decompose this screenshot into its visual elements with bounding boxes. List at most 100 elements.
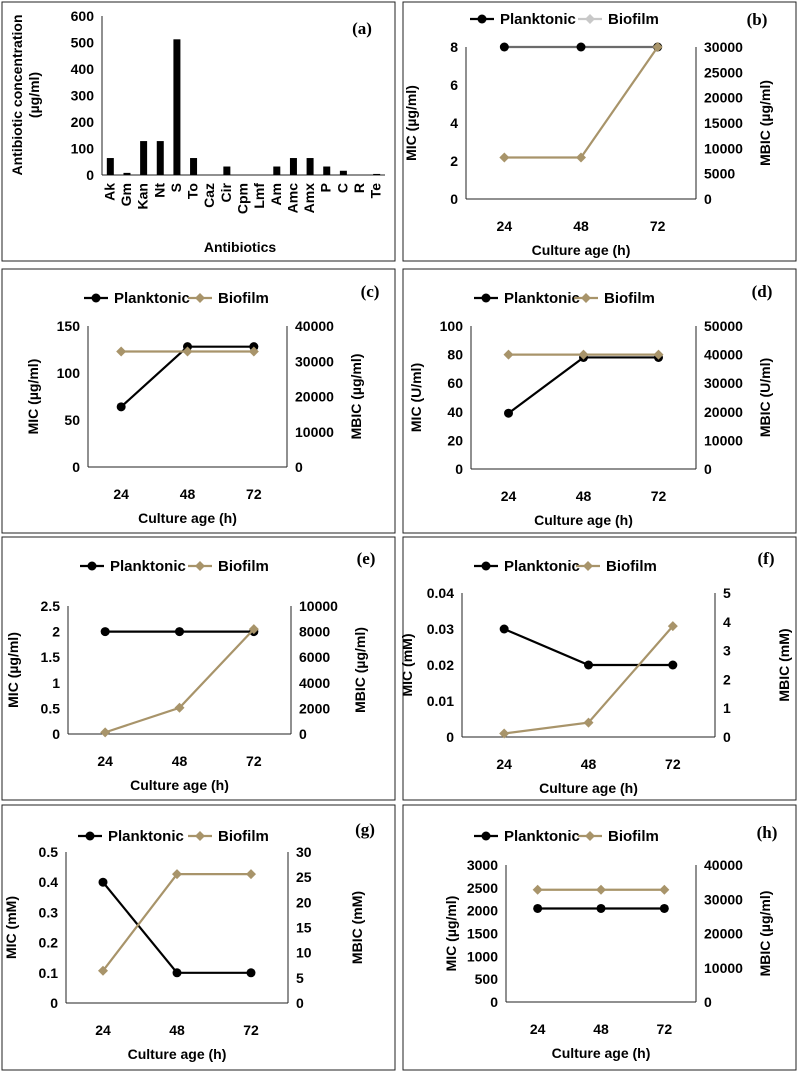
- y-tick-label-left: 0.03: [427, 621, 454, 637]
- series-planktonic: [98, 877, 256, 978]
- y-tick-label-right: 0: [723, 729, 731, 745]
- data-point: [98, 965, 108, 976]
- data-point: [246, 869, 256, 880]
- panel-tag: (a): [352, 19, 372, 38]
- x-tick-label: 48: [576, 488, 592, 504]
- legend-item: Planktonic: [78, 828, 184, 845]
- y-tick-label-left: 500: [475, 971, 499, 987]
- bar: [140, 141, 148, 175]
- y-axis-label-line: (µg/ml): [26, 72, 42, 118]
- y-tick-label-right: 5: [723, 585, 731, 601]
- x-tick-label: P: [318, 183, 334, 192]
- legend-label: Planktonic: [500, 11, 576, 28]
- y-tick-label-right: 2: [723, 671, 731, 687]
- y-tick-label-right: 30: [296, 844, 312, 860]
- y-tick-label-right: 50000: [704, 318, 743, 334]
- y-tick-label-right: 15: [296, 920, 312, 936]
- y-axis-label-right: MBIC (µg/ml): [348, 354, 364, 440]
- panel-frame: [402, 804, 797, 1071]
- x-axis-label: Culture age (h): [552, 1045, 651, 1061]
- data-point: [175, 627, 184, 637]
- x-axis-label: Culture age (h): [130, 777, 229, 793]
- x-tick-label: 72: [650, 218, 666, 234]
- panel-tag: (e): [357, 549, 376, 568]
- y-axis-label-left: MIC (µg/ml): [443, 896, 459, 972]
- legend-item: Biofilm: [188, 558, 269, 575]
- legend-marker: [85, 831, 95, 841]
- legend-marker: [585, 14, 595, 24]
- legend-label: Planktonic: [504, 828, 580, 845]
- y-tick-label-left: 40: [447, 404, 463, 420]
- x-axis-label: Culture age (h): [128, 1046, 227, 1062]
- x-tick-label: 48: [573, 218, 589, 234]
- y-tick-label-right: 10000: [295, 424, 334, 440]
- y-tick-label-left: 8: [450, 39, 458, 55]
- legend-label: Planktonic: [504, 558, 580, 575]
- y-tick-label-left: 2: [450, 153, 458, 169]
- data-point: [100, 727, 111, 738]
- bar: [156, 141, 164, 175]
- x-tick-label: Te: [368, 183, 384, 199]
- x-tick-label: R: [351, 183, 367, 193]
- data-point: [583, 717, 594, 728]
- legend-marker: [581, 293, 591, 303]
- x-tick-label: 24: [501, 488, 517, 504]
- y-axis-label-left: MIC (µg/ml): [403, 85, 419, 161]
- y-tick-label-right: 20000: [295, 389, 334, 405]
- bar: [106, 158, 114, 175]
- y-axis-label-right: MBIC (µg/ml): [352, 627, 368, 713]
- bar: [123, 172, 131, 175]
- panel-frame: [1, 536, 396, 801]
- legend-marker: [481, 561, 491, 571]
- y-axis-label-left: MIC (mM): [3, 896, 19, 959]
- y-axis-label: Antibiotic concentration(µg/ml): [9, 15, 42, 176]
- series-biofilm: [100, 624, 259, 738]
- legend-item: Planktonic: [474, 558, 580, 575]
- y-tick-label-right: 3: [723, 643, 731, 659]
- x-axis-label: Antibiotics: [204, 239, 277, 255]
- data-point: [248, 346, 259, 357]
- y-tick-label-right: 20: [296, 894, 312, 910]
- x-tick-label: 72: [651, 488, 667, 504]
- legend-label: Planktonic: [504, 290, 580, 307]
- data-point: [499, 728, 510, 739]
- data-point: [533, 903, 543, 913]
- data-point: [659, 903, 669, 913]
- panel-frame: [402, 536, 797, 801]
- y-tick-label-left: 100: [440, 318, 464, 334]
- legend-label: Biofilm: [604, 290, 655, 307]
- panel-frame: [1, 804, 396, 1071]
- bar: [173, 39, 181, 175]
- legend-marker: [91, 293, 101, 303]
- y-tick-label-right: 0: [296, 995, 304, 1011]
- legend-item: Planktonic: [80, 558, 186, 575]
- legend-marker: [195, 293, 205, 303]
- y-tick-label-left: 0: [72, 459, 80, 475]
- x-axis-label: Culture age (h): [138, 510, 237, 526]
- data-point: [504, 408, 513, 418]
- y-tick-label-right: 30000: [704, 891, 743, 907]
- series-planktonic: [533, 903, 669, 913]
- y-tick-label: 500: [71, 35, 95, 51]
- data-point: [653, 349, 664, 360]
- y-tick-label: 100: [71, 141, 95, 157]
- bar: [306, 158, 314, 175]
- panel-c: 0 50 100 150 0 10000 20000 30000 40000 24 48 72 Cult…: [1, 268, 396, 534]
- data-point: [174, 702, 185, 713]
- legend-item: Biofilm: [578, 828, 659, 845]
- panel-g: 0 0.1 0.2 0.3 0.4 0.5 0 5 10 15 20 25 30 24 48 72 Cultur…: [1, 804, 396, 1071]
- x-tick-label: 48: [169, 1022, 185, 1038]
- bar: [223, 166, 231, 175]
- data-point: [172, 968, 182, 978]
- y-tick-label-left: 6: [450, 77, 458, 93]
- data-point: [652, 42, 663, 52]
- y-tick-label-left: 60: [447, 375, 463, 391]
- y-tick-label-left: 1.5: [41, 649, 61, 665]
- legend-item: Biofilm: [574, 290, 655, 307]
- x-tick-label: Nt: [151, 183, 167, 198]
- data-point: [596, 884, 606, 895]
- y-tick-label-left: 0: [450, 191, 458, 207]
- x-tick-label: Amc: [284, 183, 300, 214]
